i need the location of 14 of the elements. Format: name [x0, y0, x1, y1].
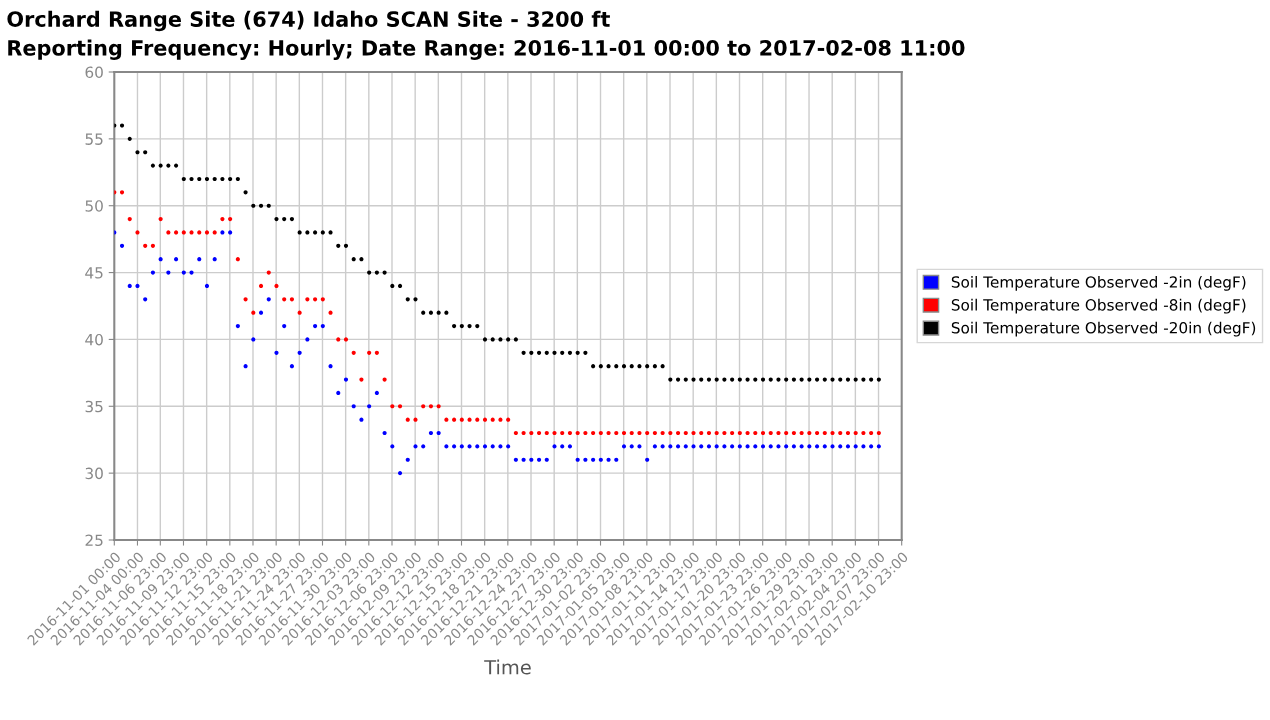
y-tick-label: 55: [85, 133, 103, 145]
chart-title: Orchard Range Site (674) Idaho SCAN Site - 3200 ft: [7, 10, 610, 32]
y-tick-label: 50: [85, 200, 103, 212]
legend-label: Soil Temperature Observed -8in (degF): [951, 298, 1246, 314]
legend-label: Soil Temperature Observed -20in (degF): [951, 321, 1256, 337]
x-axis-title: Time: [484, 659, 531, 675]
y-tick-label: 40: [85, 333, 103, 346]
legend-label: Soil Temperature Observed -2in (degF): [951, 275, 1246, 291]
y-tick-label: 30: [85, 467, 103, 480]
chart-subtitle: Reporting Frequency: Hourly; Date Range: 2016-11-01 00:00 to 2017-02-08 11:00: [8, 39, 965, 60]
y-tick-label: 35: [85, 400, 103, 413]
y-tick-label: 60: [85, 66, 103, 79]
y-tick-label: 25: [85, 534, 103, 547]
y-tick-label: 45: [85, 267, 103, 279]
